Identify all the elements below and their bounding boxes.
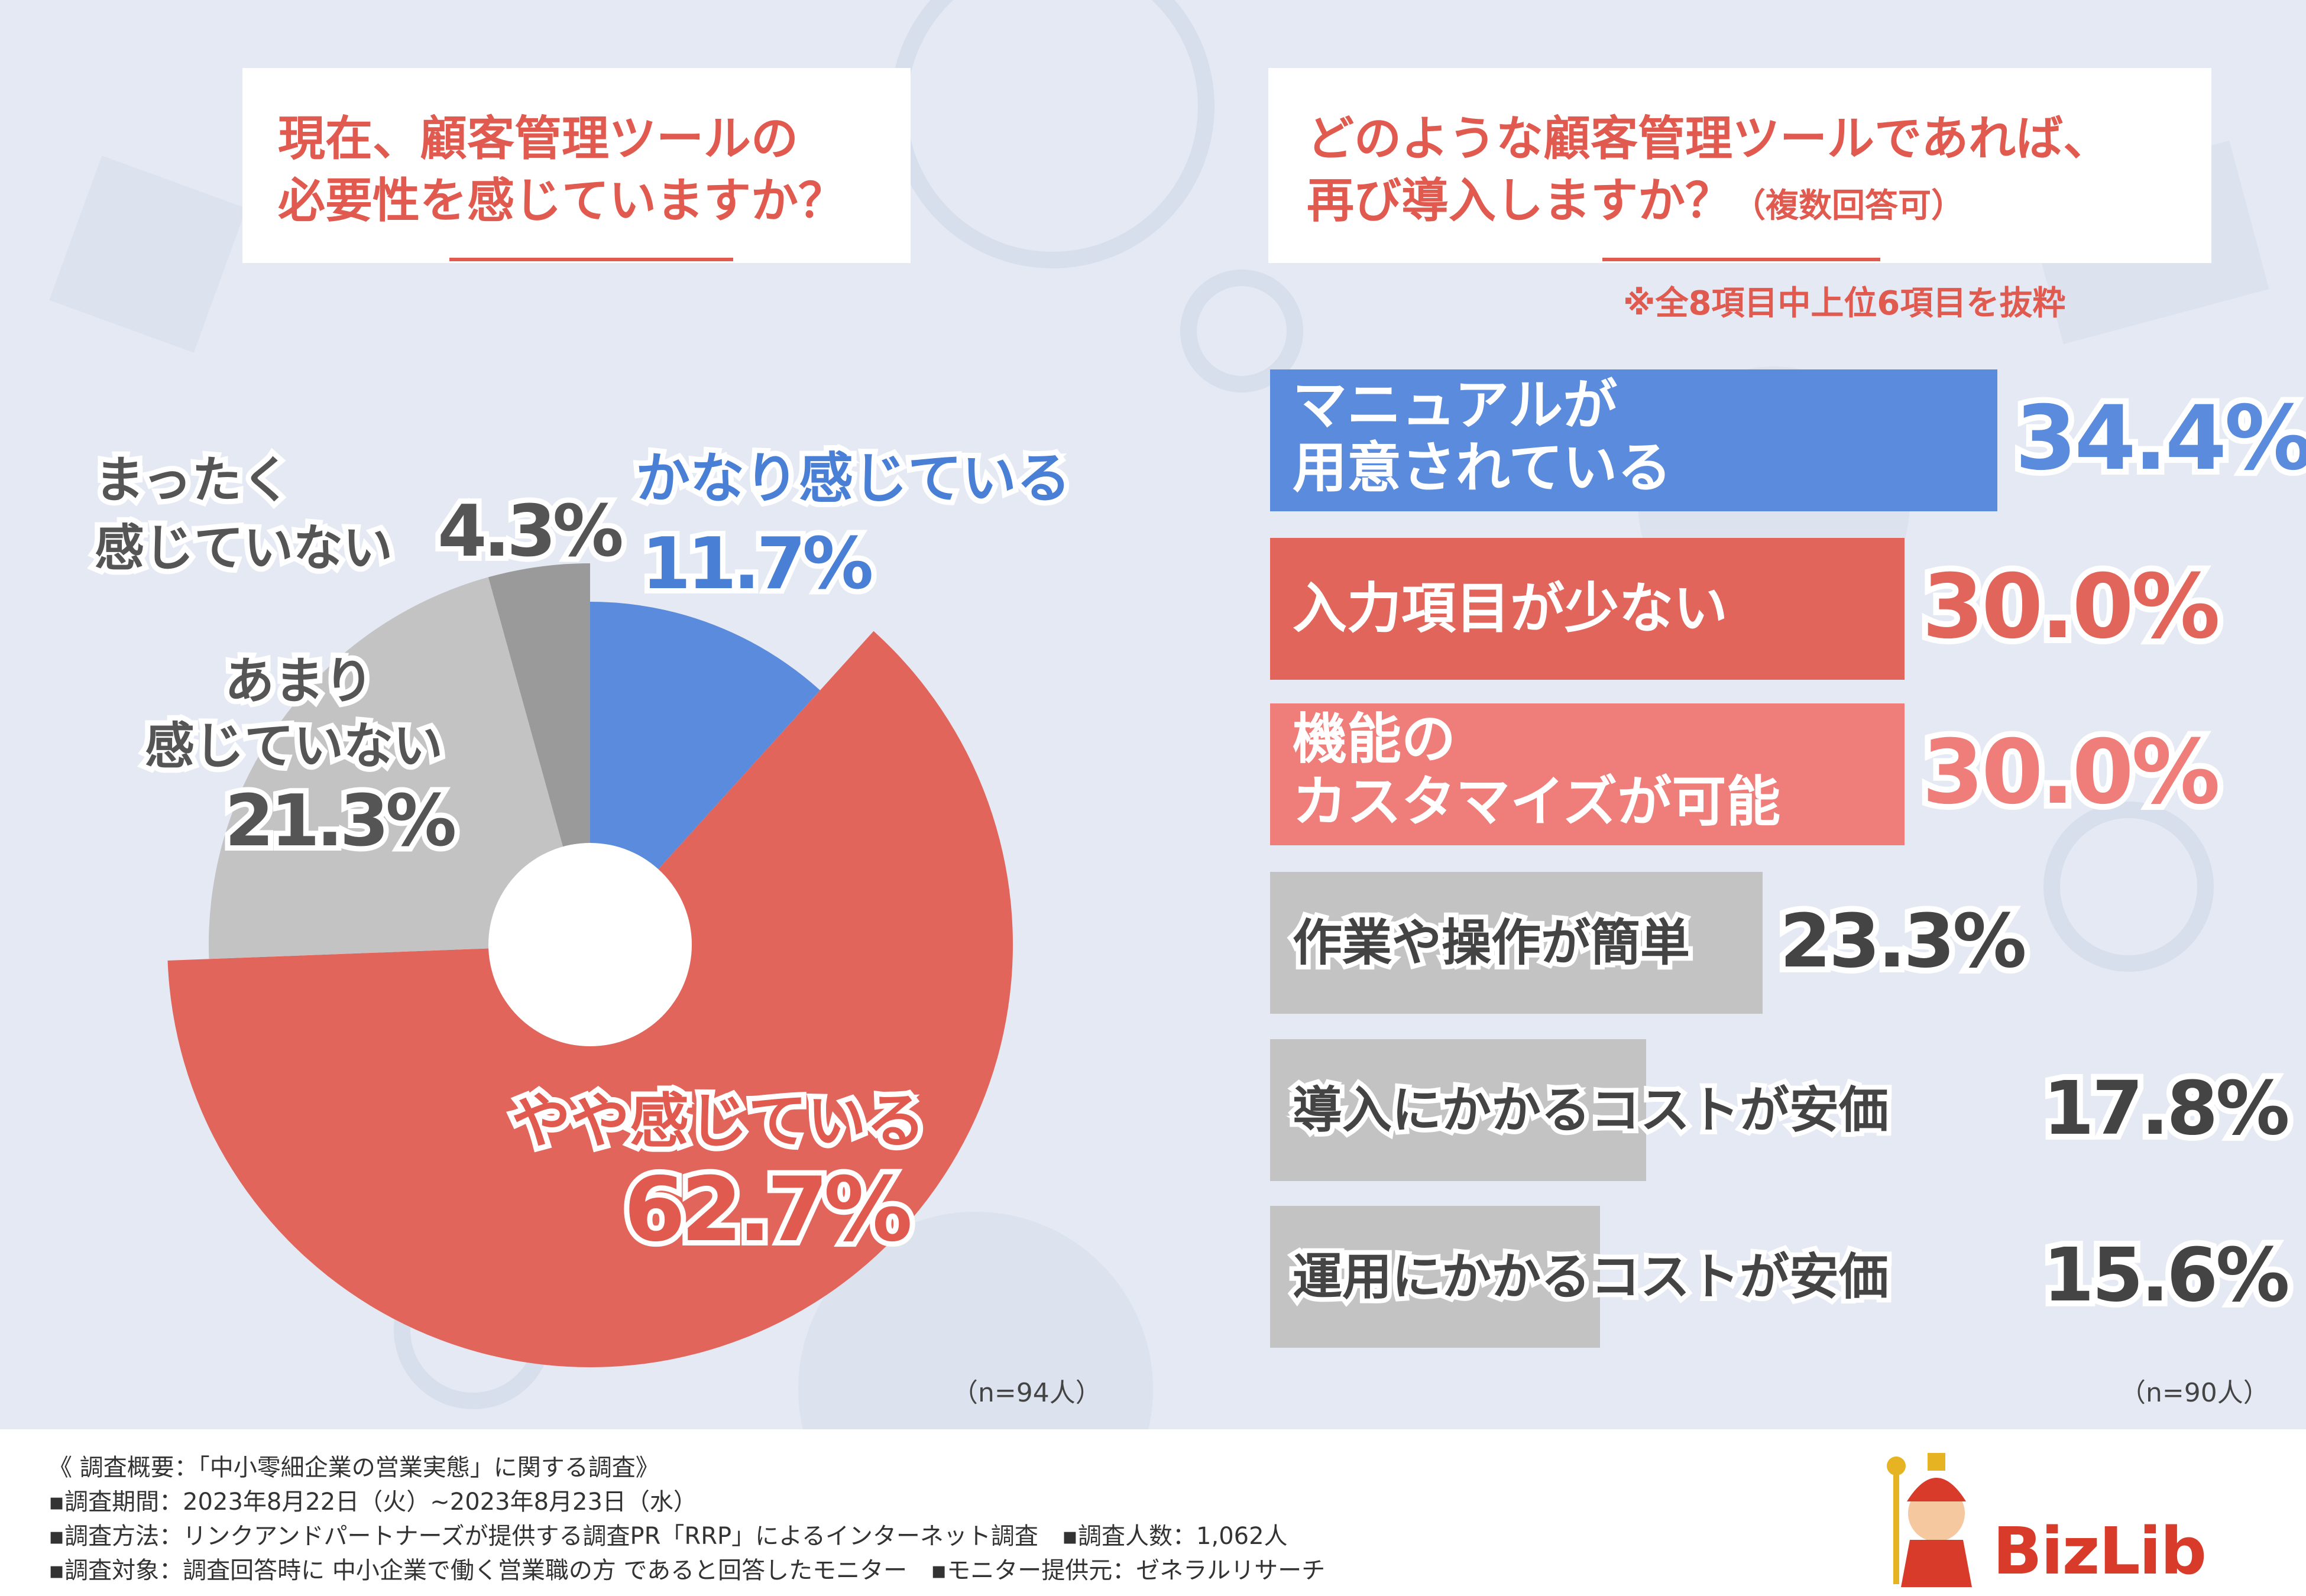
pie-value-slice3: 21.3% xyxy=(219,775,462,868)
donut-hole xyxy=(488,843,692,1046)
right-question-box xyxy=(1268,68,2211,263)
pie-slice-1 xyxy=(590,602,820,945)
bar-2 xyxy=(1270,538,1905,680)
bar-label-line1: マニュアルが xyxy=(1293,374,1618,437)
bar-5 xyxy=(1270,1039,1647,1181)
bar-label-line2: 用意されている xyxy=(1293,436,1672,499)
bar-1 xyxy=(1270,369,1997,511)
bar-6 xyxy=(1270,1206,1600,1348)
bar-label-2: 入力項目が少ない xyxy=(1293,578,1728,640)
bar-label-5: 導入にかかるコストが安価 xyxy=(1288,1077,1893,1143)
right-question-line1: どのような顧客管理ツールであれば、 xyxy=(1307,111,2111,166)
footer-line3: ▪調査方法：リンクアンドパートナーズが提供する調査PR「RRP」によるインターネ… xyxy=(48,1523,1288,1550)
bar-4 xyxy=(1270,872,1763,1014)
pie-label-slice1: かなり感じている xyxy=(630,442,1076,515)
left-question-underline xyxy=(449,258,733,261)
bar-label-1: マニュアルが 用意されている xyxy=(1293,374,1672,499)
pie-label-slice2: やや感じている xyxy=(506,1081,931,1161)
donut-chart xyxy=(167,563,1013,1367)
right-n-label: （n=90人） xyxy=(2120,1378,2269,1408)
footer-line2: ▪調査期間：2023年8月22日（火）~2023年8月23日（水） xyxy=(48,1488,697,1516)
footer-line4: ▪調査対象：調査回答時に 中小企業で働く営業職の方 であると回答したモニター ▪… xyxy=(48,1557,1326,1584)
bar-label-line1: 運用にかかるコストが安価 xyxy=(1288,1244,1893,1310)
pie-label-slice3-line1: あまり xyxy=(219,647,379,715)
bar-value-2: 30.0% xyxy=(1916,550,2226,664)
bar-3 xyxy=(1270,703,1905,845)
pie-value-slice2: 62.7% xyxy=(618,1153,918,1267)
right-note: ※全8項目中上位6項目を抜粋 xyxy=(1623,284,2066,323)
bizlib-logo: BizLib xyxy=(1993,1513,2207,1589)
bar-label-line1: 導入にかかるコストが安価 xyxy=(1288,1077,1893,1143)
left-n-label: （n=94人） xyxy=(952,1378,1102,1408)
right-question-main: 再び導入しますか？ xyxy=(1307,173,1732,228)
left-question-box xyxy=(242,68,911,263)
right-question-underline xyxy=(1602,258,1880,261)
bar-value-1: 34.4% xyxy=(2009,381,2306,496)
pie-value-slice1: 11.7% xyxy=(636,518,879,611)
bar-value-6: 15.6% xyxy=(2037,1227,2296,1324)
bar-value-3: 30.0% xyxy=(1916,715,2226,830)
mascot-icon xyxy=(1887,1453,1972,1587)
bar-label-4: 作業や操作が簡単 xyxy=(1288,910,1695,976)
pie-value-slice4: 4.3% xyxy=(432,485,629,578)
pie-label-slice3-line2: 感じていない xyxy=(140,712,448,780)
left-question-line1: 現在、顧客管理ツールの xyxy=(278,111,798,166)
bar-value-5: 17.8% xyxy=(2037,1060,2296,1157)
bar-label-line1: 機能の xyxy=(1293,708,1456,771)
pie-label-slice4-line2: 感じていない xyxy=(89,514,398,582)
pie-label-slice4-line1: まったく xyxy=(89,446,297,514)
footer-line1: 《 調査概要：「中小零細企業の営業実態」に関する調査》 xyxy=(48,1454,659,1481)
bar-label-line1: 入力項目が少ない xyxy=(1293,577,1728,641)
right-question-suffix: （複数回答可） xyxy=(1732,187,1964,225)
pie-slice-3 xyxy=(208,577,590,959)
bar-label-3: 機能の カスタマイズが可能 xyxy=(1293,708,1780,833)
bar-value-4: 23.3% xyxy=(1774,893,2033,990)
right-question-line2: 再び導入しますか？（複数回答可） xyxy=(1307,163,1964,231)
bar-label-6: 運用にかかるコストが安価 xyxy=(1288,1244,1893,1310)
left-question-line2: 必要性を感じていますか？ xyxy=(278,173,846,228)
bar-label-line1: 作業や操作が簡単 xyxy=(1288,910,1695,976)
bar-label-line2: カスタマイズが可能 xyxy=(1293,770,1781,833)
